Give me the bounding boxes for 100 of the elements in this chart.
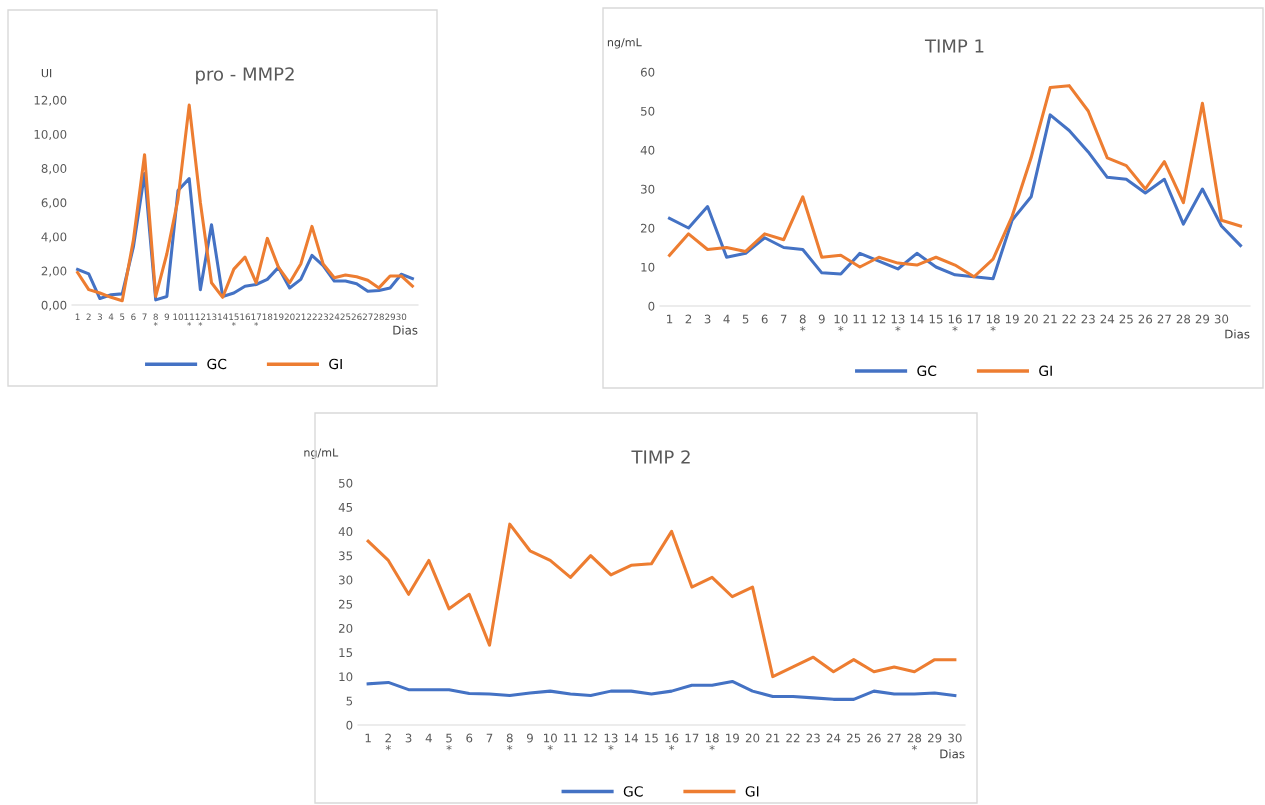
x-tick-label: 23 [318, 313, 328, 321]
y-tick-label: 0,00 [41, 300, 67, 311]
x-tick-label: 28 [374, 313, 384, 321]
x-tick-label: 22 [1062, 314, 1076, 324]
x-tick-label: 11 [564, 733, 577, 743]
x-tick-label: 24 [329, 313, 340, 320]
x-tick-label: 11 * [184, 313, 194, 326]
x-tick-label: 3 [704, 314, 711, 324]
y-axis-title: ng/mL [607, 38, 642, 49]
x-tick-label: 6 [761, 314, 768, 324]
x-tick-label: 27 [887, 733, 901, 743]
y-tick-label: 50 [339, 478, 353, 488]
x-axis-title: Dias [393, 325, 418, 335]
legend-label: GI [745, 786, 759, 797]
x-tick-label: 6 [131, 313, 136, 321]
y-tick-label: 20 [640, 223, 655, 233]
x-tick-label: 14 [218, 313, 228, 320]
x-tick-label: 12 [872, 314, 886, 324]
y-tick-label: 10 [339, 672, 353, 682]
x-tick-label: 10 * [544, 733, 557, 751]
x-tick-label: 24 [826, 733, 841, 743]
x-tick-label: 18 [262, 313, 273, 321]
x-tick-label: 2 * [385, 733, 391, 751]
x-tick-label: 20 [284, 313, 295, 321]
x-tick-label: 29 [1195, 314, 1210, 324]
y-tick-label: 20 [338, 623, 353, 633]
x-tick-label: 1 [667, 314, 673, 324]
x-tick-label: 14 [910, 314, 924, 324]
x-tick-label: 17 [685, 733, 699, 743]
x-tick-label: 6 [466, 733, 473, 743]
x-tick-label: 5 [742, 314, 749, 324]
line-series [667, 84, 1243, 279]
y-tick-label: 60 [640, 67, 655, 77]
x-tick-label: 30 [396, 313, 407, 321]
line-series [366, 522, 957, 679]
x-tick-label: 14 [624, 733, 638, 743]
x-tick-label: 12 * [195, 313, 206, 326]
line-series [366, 679, 957, 701]
y-tick-label: 10,00 [34, 129, 67, 141]
x-tick-label: 18 * [986, 314, 1000, 332]
x-tick-label: 26 [1138, 314, 1153, 324]
x-tick-label: 19 [1005, 314, 1019, 324]
chart-title: TIMP 2 [631, 450, 690, 464]
y-tick-label: 8,00 [41, 164, 67, 175]
y-tick-label: 4,00 [41, 232, 67, 243]
x-tick-label: 17 * [251, 313, 261, 326]
x-tick-label: 29 [385, 313, 396, 321]
legend-label: GI [1039, 365, 1052, 377]
x-tick-label: 8 * [153, 313, 158, 326]
y-tick-label: 45 [338, 503, 353, 512]
x-tick-label: 10 * [834, 314, 848, 332]
x-tick-label: 5 * [446, 733, 452, 751]
x-tick-label: 30 [948, 733, 962, 743]
x-tick-label: 7 [142, 313, 147, 320]
x-tick-label: 22 [307, 313, 317, 320]
x-tick-label: 26 [867, 733, 881, 743]
x-tick-label: 27 [1157, 314, 1171, 324]
y-axis-title: UI [41, 69, 52, 78]
x-tick-label: 3 [97, 313, 102, 321]
x-tick-label: 19 [726, 733, 739, 743]
x-tick-label: 5 [120, 313, 125, 321]
legend-label: GC [207, 358, 227, 370]
x-tick-label: 15 [929, 314, 943, 324]
x-tick-label: 9 [818, 314, 825, 324]
x-tick-label: 27 [362, 313, 373, 320]
x-tick-label: 20 [1024, 314, 1038, 324]
y-tick-label: 30 [641, 184, 655, 194]
x-tick-label: 8 * [506, 733, 513, 751]
legend-label: GC [623, 786, 643, 797]
y-tick-label: 10 [641, 262, 655, 272]
y-tick-label: 0 [648, 301, 655, 311]
x-axis-title: Dias [940, 749, 965, 759]
y-tick-label: 50 [641, 106, 655, 116]
x-tick-label: 13 * [604, 733, 618, 751]
x-tick-label: 2 [685, 314, 692, 324]
y-tick-label: 35 [339, 551, 353, 561]
x-tick-label: 12 [584, 733, 598, 743]
x-tick-label: 18 * [705, 733, 719, 751]
x-tick-label: 9 [526, 733, 533, 743]
x-tick-label: 30 [1214, 314, 1229, 324]
x-tick-label: 13 * [891, 314, 905, 332]
x-tick-label: 23 [1081, 314, 1095, 324]
x-tick-label: 29 [928, 733, 942, 743]
x-tick-label: 7 [780, 314, 787, 324]
chart-title: TIMP 1 [924, 39, 984, 53]
y-tick-label: 30 [339, 575, 353, 585]
x-tick-label: 4 [108, 313, 114, 320]
x-tick-label: 21 [1043, 314, 1057, 324]
x-tick-label: 24 [1100, 314, 1115, 324]
x-tick-label: 21 [295, 313, 306, 320]
x-tick-label: 21 [766, 733, 780, 743]
x-axis-title: Dias [1225, 329, 1250, 339]
x-tick-label: 8 * [799, 314, 806, 332]
x-tick-label: 17 [967, 314, 981, 324]
legend-label: GI [329, 358, 342, 370]
x-tick-label: 3 [405, 733, 412, 743]
x-tick-label: 16 * [948, 314, 962, 332]
x-tick-label: 7 [486, 733, 493, 743]
y-tick-label: 15 [339, 648, 353, 658]
x-tick-label: 2 [86, 313, 91, 320]
